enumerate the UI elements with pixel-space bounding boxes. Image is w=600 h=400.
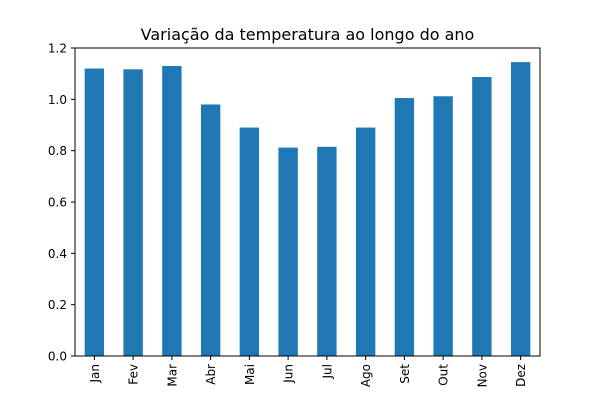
x-tick-label-nov: Nov [475,364,489,387]
bars-layer [84,62,531,357]
x-tick-label-set: Set [398,364,412,384]
x-tick-label-jan: Jan [88,364,102,384]
bar-jun [278,147,298,356]
x-tick-label-ago: Ago [359,364,373,387]
bar-jan [84,68,105,356]
x-tick-label-dez: Dez [514,364,528,387]
bar-abr [200,104,221,356]
x-tick-label-mai: Mai [243,364,257,385]
y-tick-label: 1.2 [48,42,67,56]
bar-dez [510,62,531,357]
bar-mar [162,65,182,356]
bar-nov [472,77,492,356]
chart-title: Variação da temperatura ao longo do ano [141,25,475,44]
y-tick-label: 0.8 [48,144,67,158]
y-tick-label: 0.4 [48,247,67,261]
bar-ago [355,127,376,356]
bar-out [433,96,453,356]
y-tick-label: 1.0 [48,93,67,107]
x-tick-label-jun: Jun [282,364,296,384]
x-axis: Jan Fev Mar Abr Mai Jun Jul Ago Set Out Nov Dez [88,356,528,387]
x-tick-label-fev: Fev [127,364,141,385]
x-tick-label-jul: Jul [320,364,334,379]
x-tick-label-mar: Mar [165,364,179,387]
plot-frame [74,47,541,357]
bar-fev [123,69,143,357]
y-axis: 0.0 0.2 0.4 0.6 0.8 1.0 1.2 [48,42,75,364]
y-tick-label: 0.6 [48,196,67,210]
y-tick-label: 0.2 [48,298,67,312]
x-tick-label-out: Out [437,364,451,386]
bar-mai [239,127,260,356]
bar-jul [317,146,337,356]
y-tick-label: 0.0 [48,350,67,364]
x-tick-label-abr: Abr [204,364,218,385]
bar-set [394,98,415,357]
